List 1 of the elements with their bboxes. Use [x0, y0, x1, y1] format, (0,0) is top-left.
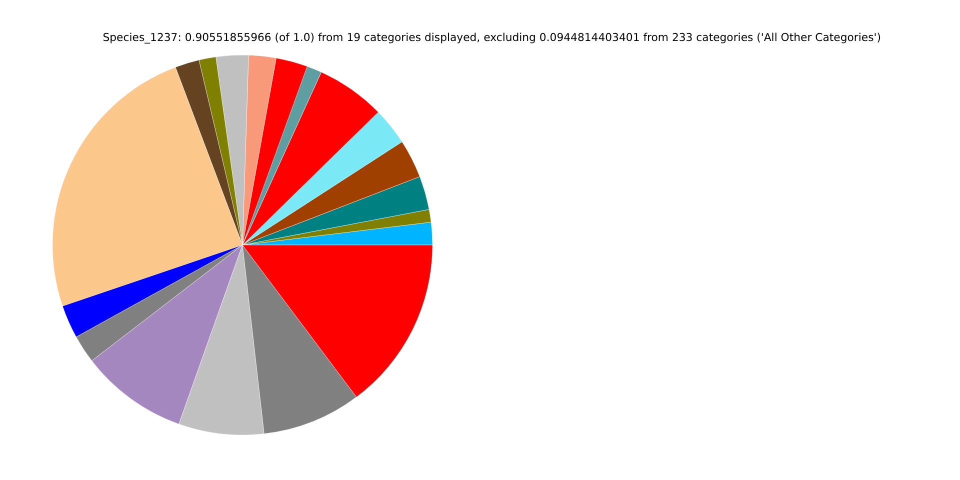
text: Species_1237: 0.90551855966 (of 1.0) from 19 categories displayed, excluding 0.0944814403401 from 233 categories ('All Other Categories'): [102, 31, 881, 44]
